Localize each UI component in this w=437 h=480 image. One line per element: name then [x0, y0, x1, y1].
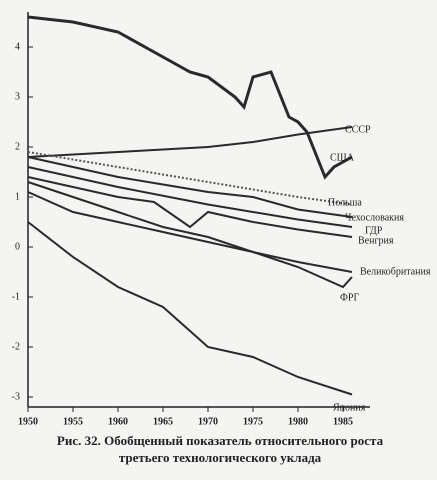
series-line — [27, 221, 353, 396]
series-label: Великобритания — [360, 266, 431, 277]
chart: -3 -2 -1 0 1 2 3 4 1950 1955 1960 1965 1970 1975 1980 1… — [12, 12, 431, 427]
y-tick-label: 4 — [15, 41, 20, 52]
y-tick-label: -1 — [12, 291, 20, 302]
series-line — [27, 166, 353, 228]
series-label: ГДР — [365, 225, 383, 236]
x-tick-label: 1960 — [108, 416, 128, 427]
x-tick-label: 1965 — [153, 416, 173, 427]
y-tick-label: 2 — [15, 141, 20, 152]
x-tick-label: 1980 — [288, 416, 308, 427]
x-tick-label: 1955 — [63, 416, 83, 427]
series-line — [27, 181, 353, 273]
series-label: Польша — [328, 197, 362, 208]
y-tick-label: -2 — [12, 341, 20, 352]
series-label: СССР — [345, 124, 371, 135]
x-tick-label: 1975 — [243, 416, 263, 427]
series-label: США — [330, 152, 355, 163]
series-line — [27, 191, 353, 289]
series-label: ФРГ — [340, 292, 359, 303]
series-label: Венгрия — [358, 235, 394, 246]
x-tick-label: 1970 — [198, 416, 218, 427]
y-tick-label: -3 — [12, 391, 20, 402]
x-tick-label: 1985 — [333, 416, 353, 427]
x-tick-label: 1950 — [18, 416, 38, 427]
y-tick-label: 1 — [15, 191, 20, 202]
chart-title: Рис. 32. Обобщенный показатель относител… — [56, 433, 384, 465]
y-tick-label: 0 — [15, 241, 20, 252]
y-tick-label: 3 — [15, 91, 20, 102]
series-line — [27, 156, 353, 218]
series-label: Япония — [333, 402, 366, 413]
series-label: Чехословакия — [345, 212, 404, 223]
series-line — [27, 126, 353, 158]
series-line — [27, 176, 353, 238]
series-line — [27, 151, 353, 206]
series-line — [27, 15, 353, 180]
